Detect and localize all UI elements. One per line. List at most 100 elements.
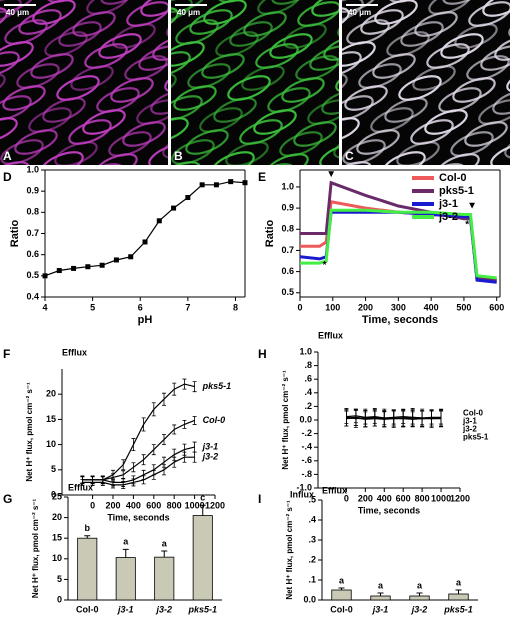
error-bar [192,381,197,393]
x-tick-label: Col-0 [330,604,353,614]
significance-letter: a [162,538,168,548]
error-bar [391,409,396,428]
error-bar [338,587,345,590]
x-tick-label: 800 [415,493,430,503]
series-line [300,208,497,280]
significance-letter: a [339,575,345,585]
y-axis-label: Net H⁺ flux, pmol cm⁻² s⁻¹ [285,500,294,600]
error-bar [131,438,136,452]
cell [438,87,482,113]
bar [331,589,352,601]
cell [171,51,191,77]
annotation: ▼ [467,201,477,212]
error-bar [382,408,387,428]
x-tick-label: pks5-1 [443,604,473,614]
y-tick-label: 0.8 [26,207,39,217]
x-tick-label: 0 [90,500,95,510]
y-tick-label: .4 [304,387,312,397]
cell [215,31,259,57]
y-tick-label: -.2 [301,428,312,438]
cell [171,139,215,165]
series-line [82,456,195,486]
influx-note: Influx [290,489,314,499]
cell [0,139,44,165]
marker [199,182,205,188]
x-tick-label: 500 [456,302,471,312]
marker [142,239,148,245]
cell [184,217,232,250]
cell [297,1,339,27]
error-bar [192,451,197,463]
error-bar [162,434,166,445]
error-bar [372,408,377,427]
y-tick-label: 0.7 [26,228,39,238]
error-bar [420,408,425,428]
cell [265,153,309,165]
cell [171,95,203,121]
cell [136,99,168,125]
efflux-note: Efflux [68,482,93,492]
error-bar [151,402,156,417]
y-tick-label: 10 [52,553,62,563]
cell [16,63,60,89]
cell [108,131,152,157]
cell [96,87,140,113]
x-tick-label: 7 [185,302,190,312]
panel-letter: E [258,170,266,184]
error-bar [192,415,197,425]
y-tick-label: 20 [46,389,56,399]
y-tick-label: -1.0 [296,482,312,492]
x-tick-label: 0 [297,302,302,312]
error-bar [131,478,136,487]
significance-letter: a [456,577,462,587]
cell [124,55,168,81]
marker [156,218,162,224]
cell [171,73,177,99]
cell [162,133,168,159]
panel-letter: A [3,149,12,163]
error-bar [121,459,126,471]
x-tick-label: 400 [424,302,439,312]
x-tick-label: 100 [325,302,340,312]
y-axis-label: Net H⁺ flux, pmol cm⁻² s⁻¹ [31,498,40,598]
cell [84,43,128,69]
error-bar [410,408,415,427]
error-bar [151,469,156,480]
cell [166,13,168,39]
error-bar [84,535,91,539]
x-tick-label: j3-1 [117,604,134,614]
x-tick-label: 200 [358,493,373,503]
cell [295,55,339,81]
efflux-note: Efflux [318,330,343,340]
y-tick-label: .8 [304,360,312,370]
x-tick-label: 5 [90,302,95,312]
error-bar [416,592,423,596]
cell [104,193,152,226]
cell [148,143,168,165]
error-bar [455,589,462,594]
efflux-note: Efflux [62,347,87,357]
x-tick-label: 6 [138,302,143,312]
y-tick-label: -.6 [301,455,312,465]
x-tick-label: 200 [105,500,120,510]
y-tick-label: 25 [52,491,62,501]
panel-letter: H [258,347,267,361]
cell [4,19,48,45]
cell [370,107,414,133]
y-tick-label: 1.0 [281,181,294,191]
cell [0,7,8,33]
y-tick-label: 0.0 [303,594,316,604]
marker [228,179,234,185]
cell [171,117,189,143]
bar [154,556,175,601]
bar [370,595,391,601]
legend-label: j3-2 [438,211,458,223]
error-bar [439,408,444,428]
scale-bar-label: 40 μm [348,8,371,17]
error-bar [122,548,129,558]
cell [212,185,260,218]
error-bar [161,550,168,558]
cell [395,229,443,262]
bar [448,593,469,601]
y-tick-label: .6 [304,374,312,384]
